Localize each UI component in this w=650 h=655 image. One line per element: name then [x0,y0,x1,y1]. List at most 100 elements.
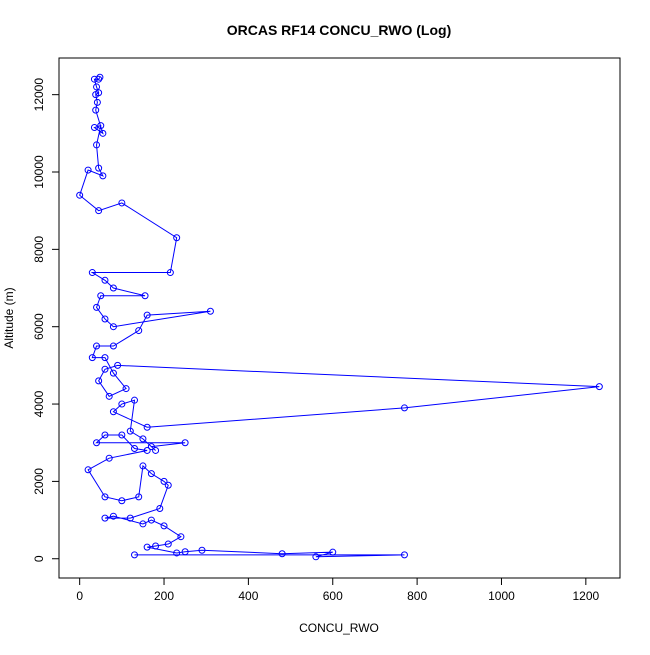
data-point [126,514,134,522]
y-tick-label: 6000 [32,313,46,340]
data-point [97,122,105,130]
data-point [95,89,103,97]
data-point [143,446,151,454]
data-point [101,276,109,284]
data-point [278,550,286,558]
y-tick-label: 8000 [32,236,46,263]
data-point [198,546,206,554]
x-tick-label: 1000 [488,589,515,603]
data-point [109,369,117,377]
data-point [147,516,155,524]
data-point [101,514,109,522]
data-point [122,385,130,393]
data-point [101,315,109,323]
y-tick-label: 4000 [32,390,46,417]
data-point [164,540,172,548]
data-point [84,466,92,474]
data-point [206,307,214,315]
data-point [166,269,174,277]
data-point [143,423,151,431]
data-point [147,470,155,478]
data-point [118,431,126,439]
plot-frame [58,57,621,579]
data-point [97,292,105,300]
data-point [101,431,109,439]
data-point [595,383,603,391]
data-point [131,445,139,453]
data-point [135,493,143,501]
y-tick-label: 12000 [32,78,46,112]
data-point [76,191,84,199]
data-point [143,311,151,319]
x-tick-label: 200 [154,589,174,603]
data-point [109,342,117,350]
data-point [118,497,126,505]
data-point [173,234,181,242]
data-point [84,166,92,174]
chart-title: ORCAS RF14 CONCU_RWO (Log) [227,22,452,38]
data-point [101,493,109,501]
data-point [181,439,189,447]
data-point [160,522,168,530]
data-point [109,323,117,331]
data-point [400,551,408,559]
data-point [95,164,103,172]
data-point [135,327,143,335]
data-point [109,512,117,520]
data-point [177,533,185,541]
data-point [93,141,101,149]
data-point [93,342,101,350]
data-point [152,542,160,550]
data-point [101,354,109,362]
data-point [114,361,122,369]
data-point [99,129,107,137]
x-tick-label: 800 [407,589,427,603]
data-point [131,396,139,404]
data-point [109,408,117,416]
data-point [173,549,181,557]
data-point [126,427,134,435]
data-point [93,98,101,106]
data-point [312,553,320,561]
data-point [92,106,100,114]
data-point [329,548,337,556]
y-tick-label: 2000 [32,468,46,495]
data-point [164,481,172,489]
y-tick-label: 10000 [32,155,46,189]
x-tick-label: 600 [323,589,343,603]
data-point [109,284,117,292]
data-point [143,543,151,551]
data-point [152,446,160,454]
y-tick-label: 0 [32,555,46,562]
data-point [93,439,101,447]
data-point [141,292,149,300]
x-tick-label: 0 [76,589,83,603]
data-point [101,365,109,373]
data-point [95,377,103,385]
data-point [99,172,107,180]
data-point [139,520,147,528]
data-point [93,303,101,311]
data-point [181,548,189,556]
data-point [96,73,104,81]
x-tick-label: 1200 [572,589,599,603]
y-axis-label: Altitude (m) [2,287,16,348]
data-point [139,462,147,470]
data-line [79,76,600,558]
data-point [139,435,147,443]
data-point [95,207,103,215]
data-point [88,354,96,362]
data-point [118,199,126,207]
data-point [93,83,101,91]
data-point [95,75,103,83]
x-tick-label: 400 [238,589,258,603]
x-axis-label: CONCU_RWO [299,621,379,635]
data-point [88,269,96,277]
data-point [131,551,139,559]
data-point [147,443,155,451]
data-point [160,477,168,485]
data-point [105,454,113,462]
data-point [90,124,98,132]
data-point [400,404,408,412]
